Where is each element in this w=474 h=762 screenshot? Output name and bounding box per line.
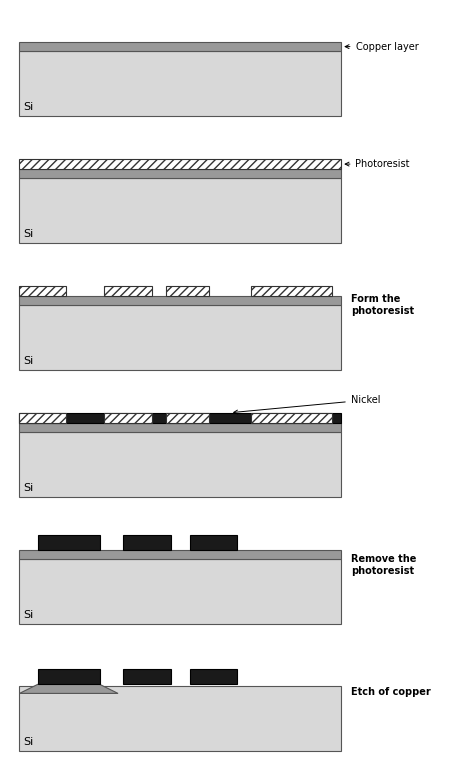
Text: Si: Si xyxy=(24,610,34,620)
Text: Form the
photoresist: Form the photoresist xyxy=(351,294,414,315)
Text: Si: Si xyxy=(24,102,34,112)
Bar xyxy=(19,43,341,51)
Bar xyxy=(19,169,341,178)
Bar xyxy=(123,535,171,550)
Bar xyxy=(19,559,341,623)
Bar xyxy=(19,432,341,497)
Text: Remove the
photoresist: Remove the photoresist xyxy=(351,554,416,576)
Bar xyxy=(19,158,341,169)
Bar xyxy=(38,669,100,684)
Bar xyxy=(19,550,341,559)
Text: Photoresist: Photoresist xyxy=(345,159,410,169)
Text: Si: Si xyxy=(24,356,34,366)
Bar xyxy=(166,286,209,296)
Bar xyxy=(38,535,100,550)
Bar xyxy=(104,286,152,296)
Bar xyxy=(251,286,332,296)
Bar xyxy=(166,413,209,424)
Text: Si: Si xyxy=(24,229,34,239)
Text: Si: Si xyxy=(24,737,34,747)
Bar xyxy=(19,413,341,424)
Text: Nickel: Nickel xyxy=(234,395,380,414)
Bar xyxy=(190,669,237,684)
Bar xyxy=(123,669,171,684)
Bar xyxy=(19,51,341,116)
Bar xyxy=(19,413,66,424)
Bar xyxy=(104,413,152,424)
Bar xyxy=(19,424,341,432)
Text: Etch of copper: Etch of copper xyxy=(351,687,430,697)
Bar xyxy=(19,305,341,370)
Text: Copper layer: Copper layer xyxy=(345,42,418,52)
Bar xyxy=(19,296,341,305)
Bar xyxy=(19,286,66,296)
PathPatch shape xyxy=(19,684,118,693)
Text: Si: Si xyxy=(24,483,34,493)
Bar xyxy=(19,686,341,751)
Bar xyxy=(190,535,237,550)
Bar xyxy=(251,413,332,424)
Bar xyxy=(19,178,341,242)
